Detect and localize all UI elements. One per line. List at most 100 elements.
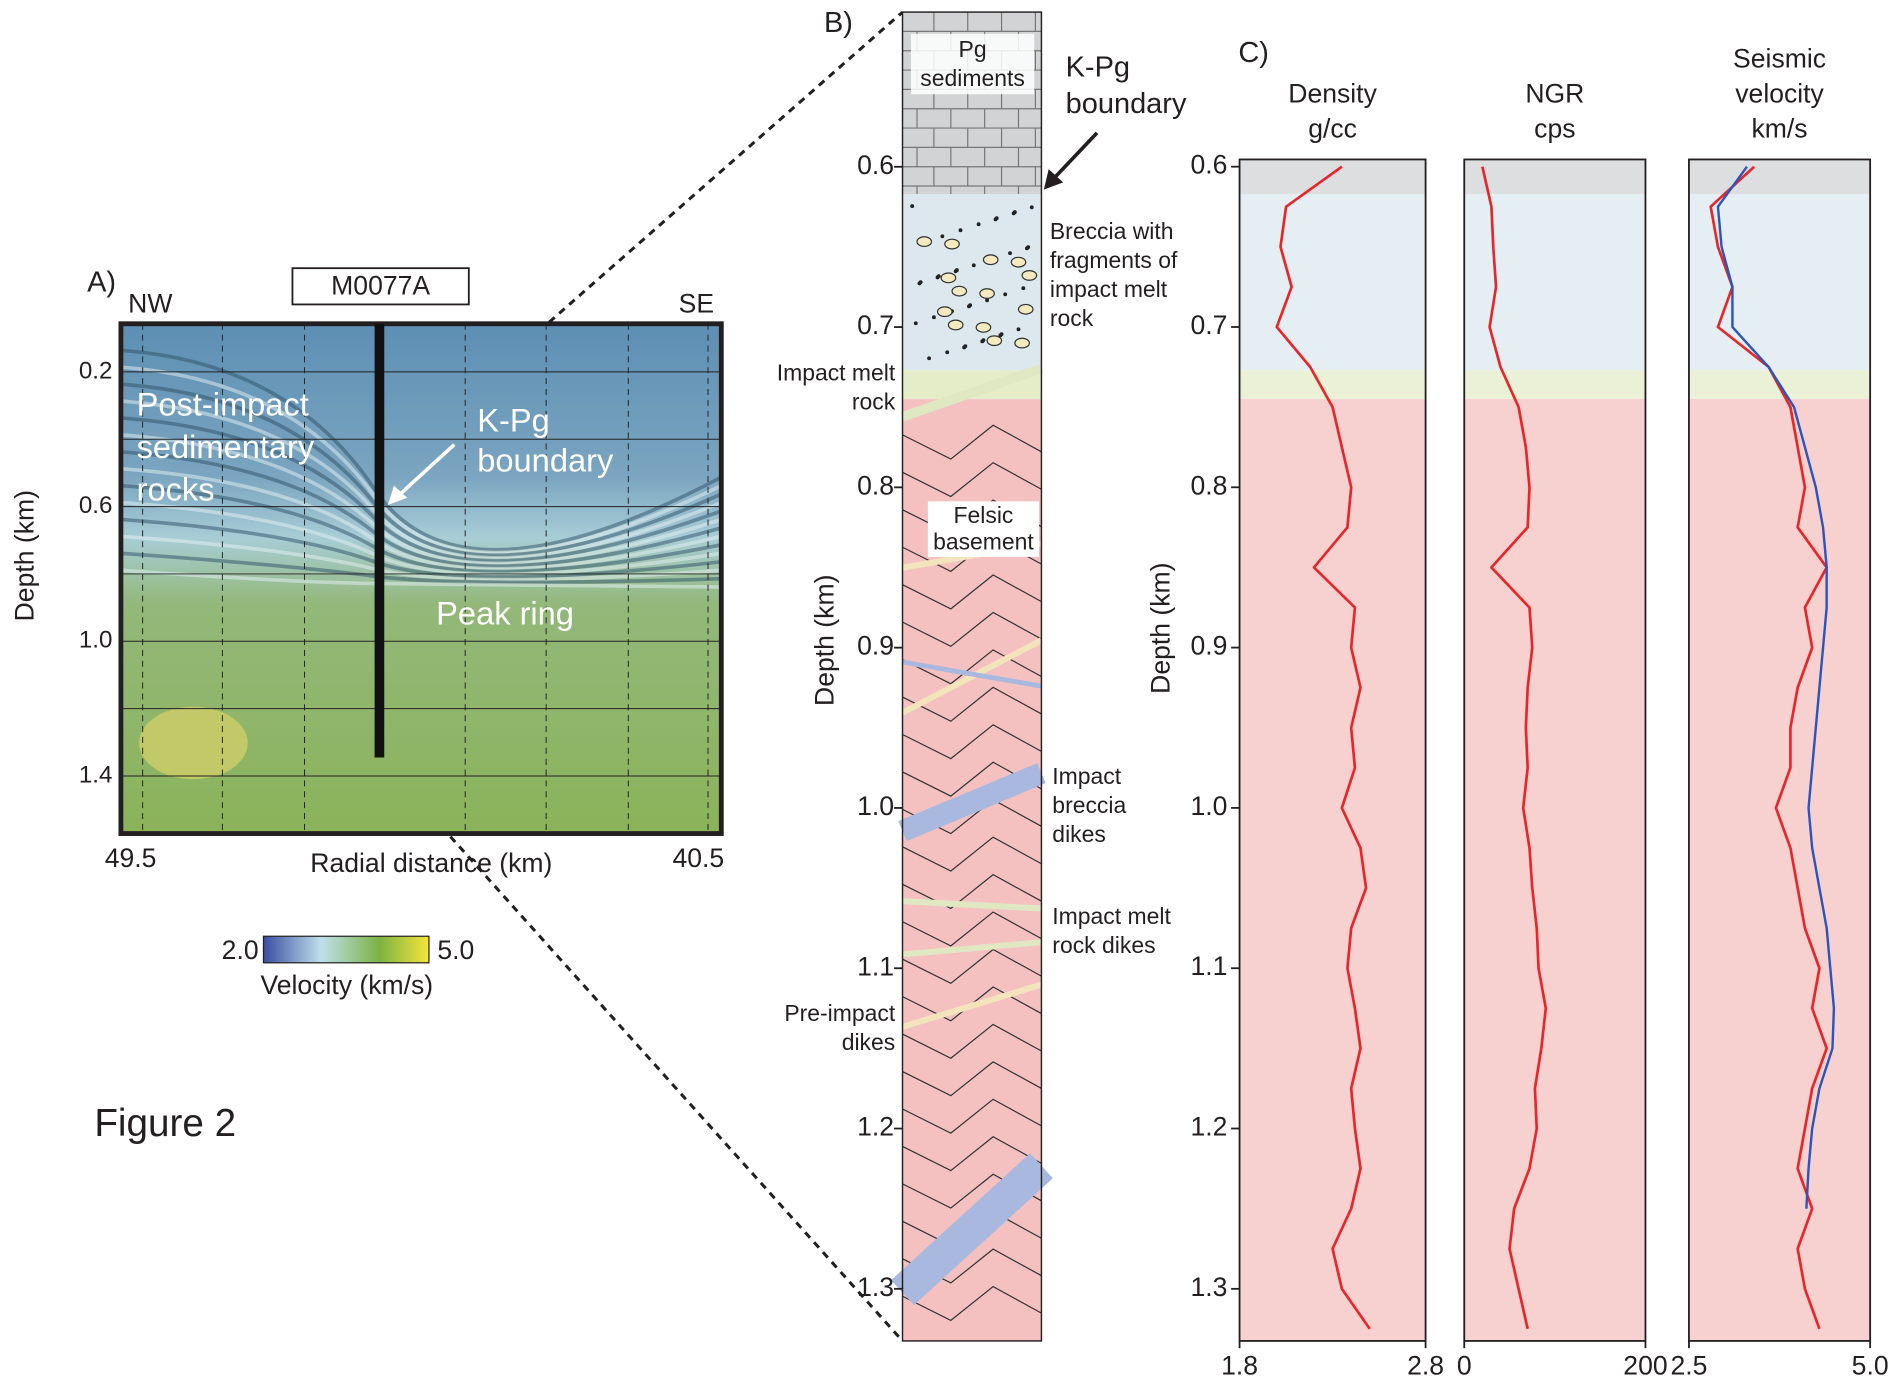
fracture <box>902 1285 1042 1322</box>
label: B) <box>824 7 853 39</box>
label: Radial distance (km) <box>310 848 552 878</box>
label: Impact melt <box>1052 903 1171 929</box>
dot <box>945 350 950 355</box>
label: dikes <box>1052 821 1106 847</box>
label: Peak ring <box>436 595 574 632</box>
y-tick-label: 0.9 <box>1191 631 1228 661</box>
y-tick-label: 1.0 <box>1191 791 1228 821</box>
dot <box>1029 205 1034 210</box>
label: sedimentary <box>137 428 315 465</box>
y-tick-label: 0.8 <box>857 470 894 500</box>
clast <box>979 288 995 299</box>
dot <box>940 234 945 239</box>
label: rock <box>852 389 896 415</box>
y-tick-label: 1.1 <box>857 951 894 981</box>
dot <box>958 228 963 233</box>
y-tick-label: 0.7 <box>857 310 894 340</box>
label-bg <box>927 501 1040 557</box>
clast <box>944 238 960 250</box>
label: boundary <box>477 441 614 478</box>
dot <box>931 315 936 320</box>
y-axis-label: Depth (km) <box>1145 562 1175 693</box>
clast <box>916 236 933 248</box>
zoom-lines <box>378 10 904 1342</box>
y-tick-label: 0.2 <box>79 357 113 384</box>
unit-band <box>1239 399 1426 1341</box>
label: g/cc <box>1308 113 1357 143</box>
log-curve <box>1709 165 1828 1330</box>
dot <box>927 356 932 361</box>
dot <box>1011 211 1016 216</box>
y-tick-label: 0.6 <box>79 492 113 519</box>
well-box <box>291 267 470 306</box>
label: C) <box>1238 37 1269 69</box>
label: Seismic <box>1733 43 1826 73</box>
dot <box>1025 246 1029 251</box>
dot <box>910 204 915 209</box>
label: breccia <box>1052 792 1126 818</box>
clast <box>1017 303 1034 315</box>
y-tick-label: 1.2 <box>857 1112 894 1142</box>
clast <box>975 321 992 333</box>
dot <box>967 304 971 309</box>
label: 5.0 <box>437 935 474 965</box>
unit-band <box>1464 159 1646 194</box>
y-tick-label: 0.7 <box>1191 310 1228 340</box>
clast <box>951 285 968 297</box>
clast <box>986 335 1003 347</box>
x-tick-label: 49.5 <box>105 843 157 873</box>
label: Breccia with <box>1050 218 1174 244</box>
unit-band <box>1239 193 1426 371</box>
fracture <box>902 911 1042 947</box>
label: Impact melt <box>777 360 896 386</box>
high-velocity-zone <box>139 706 248 780</box>
x-tick-label: 5.0 <box>1852 1351 1889 1381</box>
dot <box>1016 327 1021 332</box>
log-curve <box>1716 166 1836 1209</box>
unit-band <box>1239 159 1426 194</box>
label: Felsic <box>953 502 1013 528</box>
dot <box>953 269 958 274</box>
label: km/s <box>1752 113 1808 143</box>
label: velocity <box>1735 78 1824 108</box>
fracture <box>902 873 1042 910</box>
label: cps <box>1534 113 1575 143</box>
dot <box>998 333 1003 338</box>
dot <box>1021 286 1026 291</box>
label: fragments of <box>1050 247 1178 273</box>
y-tick-label: 0.6 <box>1191 150 1228 180</box>
label: 2.0 <box>222 935 259 965</box>
dot <box>1003 292 1008 297</box>
y-axis-label: Depth (km) <box>809 575 839 706</box>
label: dikes <box>842 1029 896 1055</box>
log-curve <box>1481 166 1548 1330</box>
label: rock dikes <box>1052 932 1155 958</box>
y-tick-label: 1.4 <box>79 761 113 788</box>
dot <box>976 222 981 227</box>
x-tick-label: 200 <box>1623 1351 1667 1381</box>
unit-band <box>1688 193 1871 371</box>
fracture <box>902 1023 1042 1059</box>
x-tick-label: 2.5 <box>1670 1351 1707 1381</box>
dot <box>993 217 998 222</box>
arrow <box>397 443 456 497</box>
label: Velocity (km/s) <box>260 970 433 1000</box>
label: NW <box>128 289 172 319</box>
y-axis-label: Depth (km) <box>10 490 40 621</box>
label: M0077A <box>331 271 430 301</box>
x-tick-label: 0 <box>1457 1351 1472 1381</box>
unit-band <box>1688 159 1871 194</box>
log-curve <box>1275 165 1371 1330</box>
dot <box>917 281 922 286</box>
label: A) <box>87 267 116 299</box>
arrow <box>1052 131 1099 181</box>
label: Pg <box>959 36 987 62</box>
dot <box>985 298 990 303</box>
fracture <box>902 649 1042 685</box>
label: Post-impact <box>137 386 309 423</box>
fracture <box>902 461 1042 498</box>
fracture <box>902 1136 1042 1172</box>
label: boundary <box>1066 88 1187 120</box>
